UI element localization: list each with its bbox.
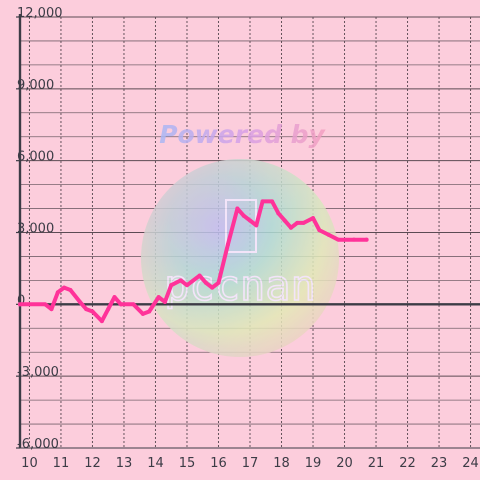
data-point bbox=[90, 309, 95, 314]
y-tick-label: 6,000 bbox=[17, 150, 54, 165]
data-point bbox=[295, 220, 300, 225]
x-tick-label: 16 bbox=[210, 456, 227, 471]
x-tick-label: 10 bbox=[21, 456, 38, 471]
data-point bbox=[112, 295, 117, 300]
y-tick-label: 0 bbox=[17, 293, 25, 308]
data-point bbox=[364, 237, 369, 242]
data-point bbox=[225, 242, 230, 247]
data-point bbox=[140, 311, 145, 316]
data-point bbox=[210, 285, 215, 290]
data-point bbox=[235, 206, 240, 211]
x-tick-label: 23 bbox=[431, 456, 448, 471]
data-point bbox=[18, 302, 22, 307]
y-tick-label: 9,000 bbox=[17, 78, 54, 93]
data-point bbox=[118, 302, 123, 307]
data-point bbox=[169, 283, 174, 288]
data-point bbox=[336, 237, 341, 242]
data-point bbox=[216, 280, 221, 285]
x-tick-label: 14 bbox=[147, 456, 164, 471]
data-point bbox=[241, 213, 246, 218]
data-point bbox=[276, 211, 281, 216]
x-tick-label: 15 bbox=[179, 456, 196, 471]
data-point bbox=[317, 228, 322, 233]
x-tick-label: 21 bbox=[368, 456, 385, 471]
data-point bbox=[260, 199, 265, 204]
y-tick-label: 12,000 bbox=[17, 6, 63, 21]
watermark-logo-overlay bbox=[141, 159, 339, 357]
x-tick-label: 20 bbox=[336, 456, 353, 471]
data-point bbox=[197, 273, 202, 278]
tick-labels: 12,000 9,000 6,000 3,000 0 -3,000 -6,000 10 11 12… bbox=[17, 6, 479, 471]
x-tick-label: 11 bbox=[53, 456, 70, 471]
data-point bbox=[55, 290, 60, 295]
data-point bbox=[43, 302, 48, 307]
x-tick-label: 18 bbox=[273, 456, 290, 471]
watermark-text: Powered by bbox=[159, 120, 326, 149]
data-point bbox=[99, 319, 104, 324]
data-point bbox=[270, 199, 275, 204]
data-point bbox=[184, 283, 189, 288]
x-tick-label: 13 bbox=[116, 456, 133, 471]
x-tick-label: 17 bbox=[242, 456, 259, 471]
data-point bbox=[77, 299, 82, 304]
data-point bbox=[84, 307, 89, 312]
data-point bbox=[254, 223, 259, 228]
data-point bbox=[248, 218, 252, 223]
data-point bbox=[106, 307, 111, 312]
data-point bbox=[178, 278, 183, 283]
series-layer bbox=[18, 199, 369, 324]
data-point bbox=[62, 285, 67, 290]
data-point bbox=[131, 302, 136, 307]
data-point bbox=[282, 218, 287, 223]
data-point bbox=[68, 287, 73, 292]
data-point bbox=[203, 280, 208, 285]
data-point bbox=[156, 295, 161, 300]
data-point bbox=[311, 216, 316, 221]
data-point bbox=[288, 225, 293, 230]
data-point bbox=[162, 299, 167, 304]
x-tick-label: 19 bbox=[305, 456, 322, 471]
data-point bbox=[49, 307, 54, 312]
y-tick-label: 3,000 bbox=[17, 222, 54, 237]
x-tick-label: 24 bbox=[462, 456, 479, 471]
data-point bbox=[301, 220, 306, 225]
data-point bbox=[351, 237, 356, 242]
x-tick-label: 12 bbox=[84, 456, 101, 471]
x-tick-label: 22 bbox=[399, 456, 416, 471]
y-tick-label: -6,000 bbox=[17, 437, 59, 452]
y-tick-label: -3,000 bbox=[17, 365, 59, 380]
axes bbox=[16, 14, 480, 449]
watermark: Powered by pccnan bbox=[141, 120, 339, 357]
data-point bbox=[326, 232, 331, 237]
data-point bbox=[147, 309, 152, 314]
